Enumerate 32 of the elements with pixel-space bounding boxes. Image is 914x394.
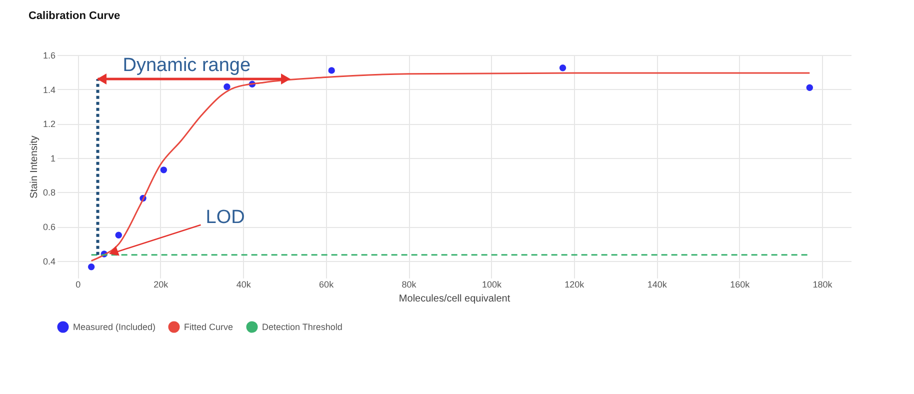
x-tick-label: 160k — [730, 280, 750, 290]
x-tick-label: 0 — [76, 280, 81, 290]
y-tick-label: 1 — [50, 153, 56, 164]
chart-title: Calibration Curve — [28, 10, 120, 22]
point — [115, 232, 122, 238]
legend-label: Fitted Curve — [184, 322, 234, 332]
point — [328, 67, 335, 74]
point — [88, 264, 95, 270]
x-tick-label: 40k — [236, 280, 252, 290]
y-tick-label: 0.6 — [42, 222, 56, 232]
y-tick-label: 1.4 — [42, 84, 56, 95]
x-tick-label: 80k — [402, 280, 417, 290]
point — [806, 84, 813, 91]
y-tick-label: 1.6 — [42, 50, 56, 60]
y-tick-label: 0.8 — [42, 188, 56, 198]
x-tick-label: 100k — [482, 280, 502, 290]
point — [160, 166, 168, 174]
legend-label: Detection Threshold — [262, 322, 342, 332]
y-axis-title: Stain Intensity — [28, 136, 40, 198]
x-tick-label: 60k — [319, 280, 334, 290]
x-tick-label: 120k — [564, 280, 585, 290]
point — [559, 64, 566, 72]
annotation: LOD — [206, 206, 245, 228]
x-tick-label: 20k — [154, 280, 169, 290]
x-axis-title: Molecules/cell equivalent — [398, 294, 510, 304]
x-tick-label: 180k — [812, 280, 833, 290]
point — [224, 83, 230, 90]
y-tick-label: 0.4 — [42, 256, 56, 266]
annotation: Dynamic range — [122, 55, 251, 76]
legend-label: Measured (Included) — [73, 322, 156, 332]
x-tick-label: 140k — [647, 280, 668, 290]
y-tick-label: 1.2 — [42, 119, 56, 130]
